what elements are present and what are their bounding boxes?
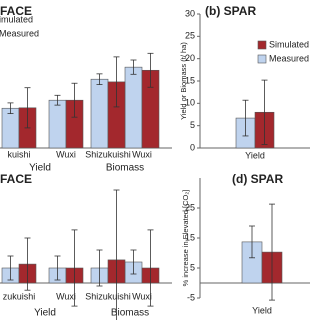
legend-label: imulated <box>0 14 33 24</box>
error-bar <box>96 73 103 85</box>
bar <box>1 107 20 149</box>
error-bar <box>113 189 120 320</box>
x-tick-label: Wuxi <box>132 149 152 159</box>
group-label: Biomass <box>111 308 149 319</box>
error-bar <box>147 229 154 307</box>
legend-swatch <box>257 54 267 64</box>
panel-title: FACE <box>0 4 32 18</box>
legend-label: Measured <box>0 28 39 38</box>
error-bar <box>96 249 103 287</box>
group-label: Yield <box>34 308 56 319</box>
error-bar <box>242 99 249 137</box>
error-bar <box>261 79 268 145</box>
y-tick-label: -5 <box>187 292 195 302</box>
bar <box>48 99 67 149</box>
error-bar <box>54 255 61 281</box>
y-tick-label: 10 <box>185 98 195 108</box>
y-tick-label: 15 <box>185 75 195 85</box>
x-tick-label: Shizukuishi <box>85 149 131 159</box>
x-tick-label: zukuishi <box>3 291 36 301</box>
y-tick-label: 25 <box>185 202 195 212</box>
error-bar <box>24 87 31 129</box>
error-bar <box>113 56 120 108</box>
x-tick-label: Wuxi <box>132 291 152 301</box>
error-bar <box>130 59 137 75</box>
y-tick-label: 5 <box>190 120 195 130</box>
y-tick-label: 15 <box>185 232 195 242</box>
x-tick-label: kuishi <box>7 149 30 159</box>
x-tick-label: Yield <box>245 150 265 160</box>
y-tick-label: 5 <box>190 262 195 272</box>
group-label: Biomass <box>106 163 144 174</box>
x-tick-label: Shizukuishi <box>85 291 131 301</box>
error-bar <box>54 94 61 106</box>
x-tick-label: Wuxi <box>56 149 76 159</box>
bar <box>90 78 109 149</box>
y-tick-label: 30 <box>185 8 195 18</box>
y-tick-label: 25 <box>185 31 195 41</box>
y-axis-label: Yield or Biomass (t/ ha) <box>179 42 188 120</box>
group-label: Yield <box>29 163 51 174</box>
x-tick-label: Yield <box>252 305 272 315</box>
error-bar <box>269 203 275 301</box>
legend-label: Simulated <box>269 39 309 49</box>
error-bar <box>71 82 78 118</box>
panel-title: (b) SPAR <box>205 4 256 18</box>
y-tick-label: 20 <box>185 53 195 63</box>
error-bar <box>249 225 255 259</box>
error-bar <box>7 102 14 115</box>
legend-label: Measured <box>269 53 309 63</box>
error-bar <box>71 229 78 307</box>
error-bar <box>7 255 14 281</box>
y-tick-label: 0 <box>190 142 195 152</box>
error-bar <box>24 237 31 291</box>
error-bar <box>147 52 154 88</box>
x-tick-label: Wuxi <box>56 291 76 301</box>
panel-title: (d) SPAR <box>232 172 283 186</box>
legend-swatch <box>257 40 267 50</box>
y-axis-label: % increase in Elevated [CO₂] <box>181 190 190 287</box>
bar <box>124 66 143 149</box>
panel-title: FACE <box>0 172 32 186</box>
error-bar <box>130 249 137 275</box>
